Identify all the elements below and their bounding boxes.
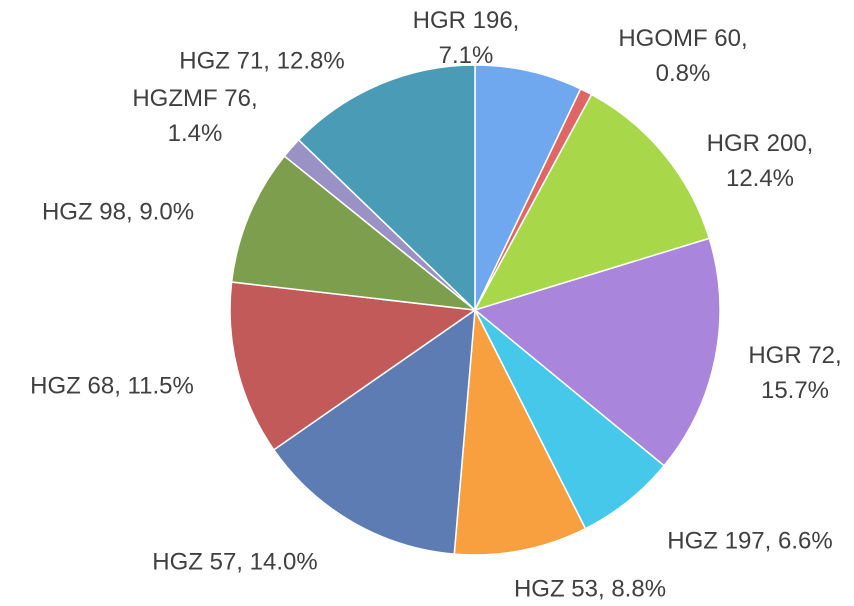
data-label: HGZ 197, 6.6% [667, 527, 832, 554]
data-label: HGZ 98, 9.0% [42, 198, 194, 225]
data-label: HGR 196, 7.1% [413, 7, 520, 69]
pie-slice [297, 64, 476, 312]
data-label: HGZ 68, 11.5% [30, 372, 194, 399]
pie-slice [473, 237, 721, 467]
data-label: HGR 200, 12.4% [707, 130, 814, 192]
data-label: HGZ 53, 8.8% [514, 575, 666, 602]
data-label: HGZ 71, 12.8% [179, 47, 344, 74]
pie-slice [453, 307, 587, 556]
pie-slice [230, 154, 478, 312]
pie-slice [474, 64, 582, 311]
data-label: HGR 72, 15.7% [748, 342, 841, 404]
data-label: HGZ 57, 14.0% [152, 548, 317, 575]
pie-slice [272, 308, 476, 555]
data-label: HGOMF 60, 0.8% [618, 25, 747, 87]
data-label: HGZMF 76, 1.4% [132, 85, 257, 147]
pie-slice [229, 281, 478, 451]
